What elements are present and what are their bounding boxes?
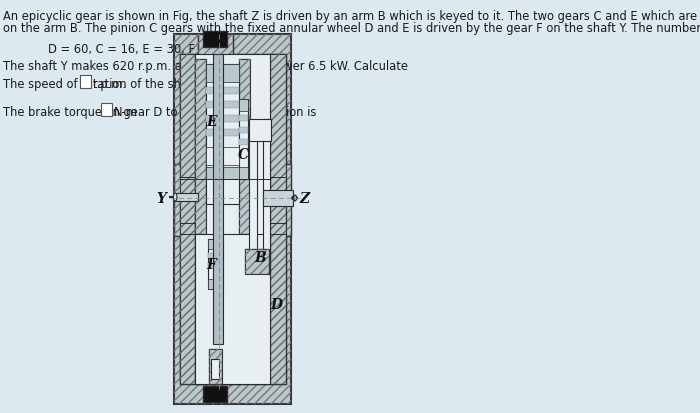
Bar <box>206 65 239 83</box>
Bar <box>263 120 270 259</box>
Text: Z: Z <box>300 192 309 206</box>
Bar <box>206 168 239 180</box>
Text: An epicyclic gear is shown in Fig, the shaft Z is driven by an arm B which is ke: An epicyclic gear is shown in Fig, the s… <box>4 10 700 23</box>
Bar <box>239 140 248 146</box>
Bar <box>208 240 223 289</box>
Bar <box>179 178 192 223</box>
Text: The shaft Y makes 620 r.p.m. and transmits a power 6.5 kW. Calculate: The shaft Y makes 620 r.p.m. and transmi… <box>4 60 409 73</box>
Text: The brake torque on gear D to resist it from rotation is: The brake torque on gear D to resist it … <box>4 106 317 119</box>
Bar <box>239 128 248 134</box>
Bar <box>274 178 286 223</box>
Bar <box>267 165 291 236</box>
Bar <box>198 35 232 65</box>
Bar <box>209 349 222 384</box>
Bar <box>204 386 227 402</box>
Circle shape <box>294 195 297 202</box>
Text: The speed of rotation of the shaft Z is: The speed of rotation of the shaft Z is <box>4 78 221 91</box>
Bar <box>174 165 198 236</box>
Bar <box>270 55 286 384</box>
Text: on the arm B. The pinion C gears with the fixed annular wheel D and E is driven : on the arm B. The pinion C gears with th… <box>4 22 700 35</box>
Bar <box>195 235 270 384</box>
Bar <box>206 65 239 204</box>
Bar <box>204 32 227 48</box>
Bar <box>179 55 195 384</box>
Bar <box>239 168 248 180</box>
Bar <box>206 88 239 95</box>
Bar <box>179 55 286 384</box>
Bar <box>206 102 239 109</box>
Bar <box>209 349 222 384</box>
Bar <box>174 165 198 236</box>
Bar <box>206 130 239 137</box>
Bar <box>174 194 198 202</box>
Bar <box>174 35 291 404</box>
Bar <box>239 100 248 112</box>
Bar <box>206 147 239 166</box>
Bar <box>245 249 269 274</box>
Text: N-m: N-m <box>113 106 137 119</box>
Bar <box>214 55 223 344</box>
Text: C: C <box>238 147 249 161</box>
Bar <box>211 359 219 379</box>
Bar <box>206 116 239 123</box>
Bar <box>208 254 223 259</box>
Bar <box>208 240 223 249</box>
Bar <box>239 60 249 235</box>
Bar <box>195 60 206 235</box>
Bar <box>179 55 195 384</box>
Bar <box>174 35 291 404</box>
Text: B: B <box>254 250 266 264</box>
Bar <box>198 354 232 384</box>
Bar <box>195 55 270 384</box>
Text: D = 60, C = 16, E = 30, F = 20: D = 60, C = 16, E = 30, F = 20 <box>48 43 227 56</box>
Text: r.p.m.: r.p.m. <box>92 78 125 91</box>
Bar <box>208 279 223 289</box>
Circle shape <box>174 194 177 202</box>
Bar <box>198 35 232 65</box>
Bar <box>239 116 248 122</box>
Text: Y: Y <box>157 192 167 206</box>
Bar <box>198 354 232 384</box>
Bar <box>267 165 291 236</box>
Bar <box>245 249 269 274</box>
Bar <box>101 104 112 117</box>
Bar <box>239 100 248 180</box>
Bar <box>270 55 286 384</box>
Bar <box>195 60 206 235</box>
Bar <box>80 76 91 89</box>
Text: F: F <box>206 257 216 271</box>
Bar <box>249 140 257 259</box>
Bar <box>263 190 293 206</box>
Bar <box>239 60 249 235</box>
Bar <box>249 120 271 142</box>
Bar <box>208 263 223 268</box>
Text: D: D <box>270 297 283 311</box>
Text: E: E <box>206 115 217 129</box>
